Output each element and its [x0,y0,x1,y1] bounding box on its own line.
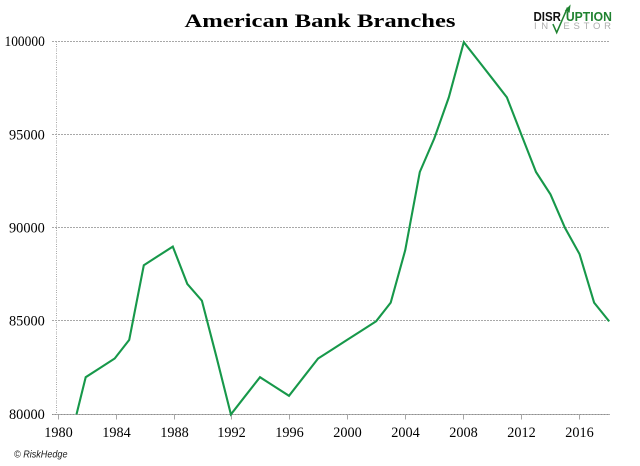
svg-text:1980: 1980 [44,425,73,441]
svg-text:ESTOR: ESTOR [563,21,611,32]
svg-text:2000: 2000 [333,425,362,441]
svg-text:1996: 1996 [275,425,304,441]
svg-text:2016: 2016 [565,425,594,441]
svg-text:2008: 2008 [449,425,478,441]
svg-text:UPTION: UPTION [566,9,612,24]
svg-text:90000: 90000 [9,220,45,236]
svg-text:IN: IN [534,21,553,32]
svg-text:© RiskHedge: © RiskHedge [14,449,68,461]
svg-text:American Bank Branches: American Bank Branches [185,11,457,32]
svg-text:1984: 1984 [102,425,131,441]
svg-text:100000: 100000 [5,34,45,50]
svg-text:DISR: DISR [534,9,562,24]
svg-text:80000: 80000 [9,407,45,423]
svg-text:1992: 1992 [217,425,246,441]
svg-text:1988: 1988 [160,425,189,441]
svg-text:95000: 95000 [9,127,45,143]
svg-text:2004: 2004 [391,425,420,441]
svg-text:85000: 85000 [9,314,45,330]
svg-text:2012: 2012 [507,425,536,441]
